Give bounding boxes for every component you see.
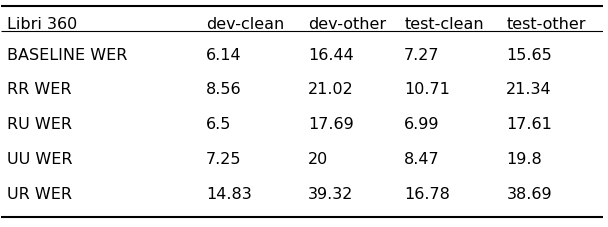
Text: 6.5: 6.5	[206, 117, 231, 132]
Text: 21.02: 21.02	[308, 82, 354, 97]
Text: dev-other: dev-other	[308, 17, 386, 32]
Text: 15.65: 15.65	[506, 47, 552, 62]
Text: test-other: test-other	[506, 17, 586, 32]
Text: dev-clean: dev-clean	[206, 17, 284, 32]
Text: 6.99: 6.99	[404, 117, 440, 132]
Text: 38.69: 38.69	[506, 186, 552, 201]
Text: RU WER: RU WER	[7, 117, 72, 132]
Text: 10.71: 10.71	[404, 82, 450, 97]
Text: RR WER: RR WER	[7, 82, 72, 97]
Text: 7.25: 7.25	[206, 152, 241, 167]
Text: UR WER: UR WER	[7, 186, 72, 201]
Text: 17.61: 17.61	[506, 117, 552, 132]
Text: 7.27: 7.27	[404, 47, 440, 62]
Text: 16.44: 16.44	[308, 47, 354, 62]
Text: 20: 20	[308, 152, 328, 167]
Text: BASELINE WER: BASELINE WER	[7, 47, 128, 62]
Text: 16.78: 16.78	[404, 186, 450, 201]
Text: UU WER: UU WER	[7, 152, 73, 167]
Text: 19.8: 19.8	[506, 152, 542, 167]
Text: Libri 360: Libri 360	[7, 17, 78, 32]
Text: 17.69: 17.69	[308, 117, 354, 132]
Text: test-clean: test-clean	[404, 17, 484, 32]
Text: 8.47: 8.47	[404, 152, 440, 167]
Text: 6.14: 6.14	[206, 47, 241, 62]
Text: 39.32: 39.32	[308, 186, 353, 201]
Text: 21.34: 21.34	[506, 82, 552, 97]
Text: 8.56: 8.56	[206, 82, 241, 97]
Text: 14.83: 14.83	[206, 186, 252, 201]
